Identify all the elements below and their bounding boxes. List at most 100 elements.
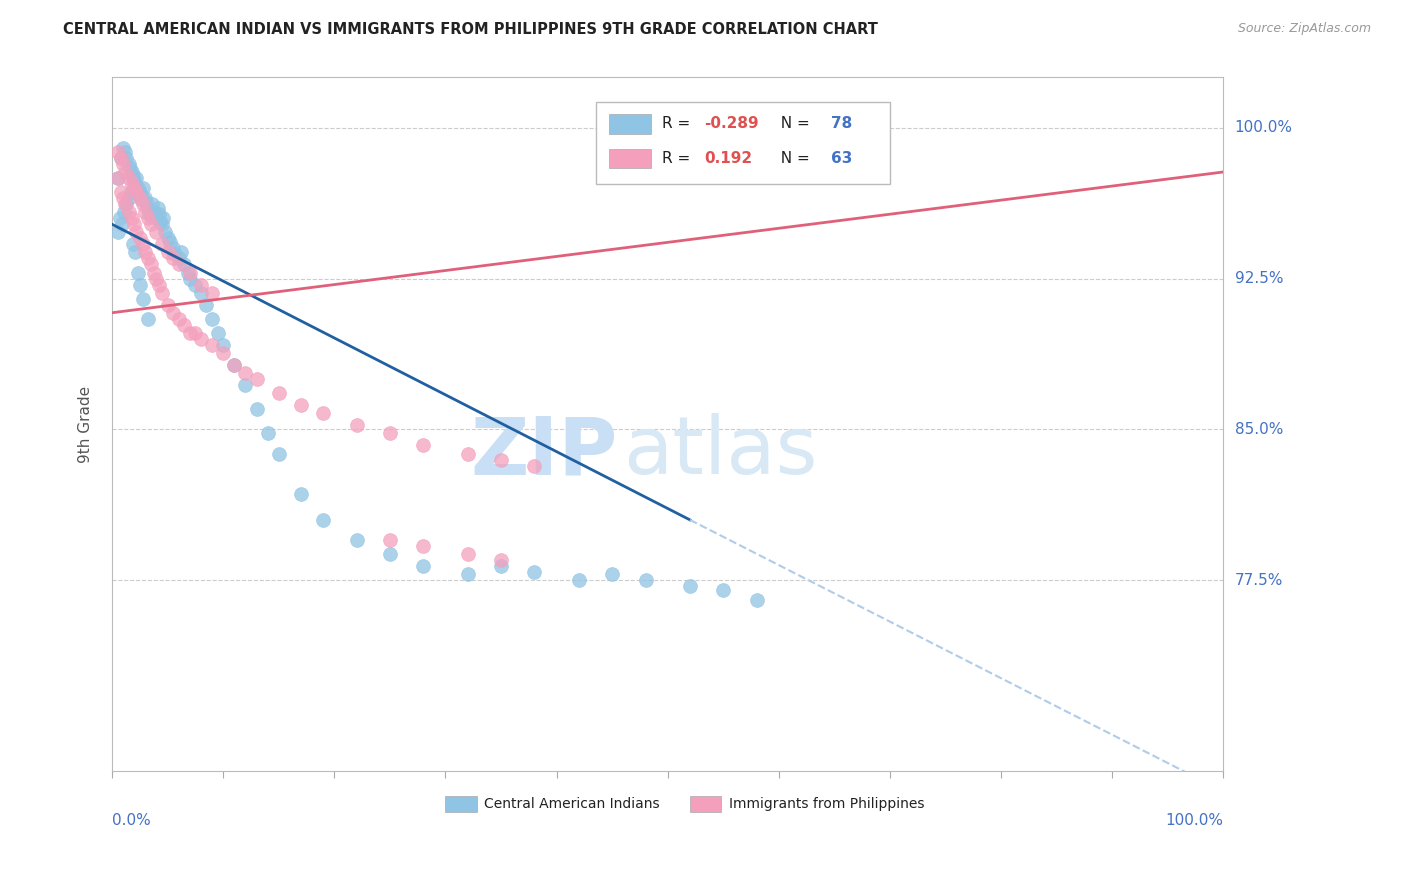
Point [118, 171, 141, 186]
Point [145, 211, 167, 226]
Point [711, 583, 734, 598]
Point [134, 205, 156, 219]
Text: CENTRAL AMERICAN INDIAN VS IMMIGRANTS FROM PHILIPPINES 9TH GRADE CORRELATION CHA: CENTRAL AMERICAN INDIAN VS IMMIGRANTS FR… [63, 22, 879, 37]
Point [134, 191, 156, 205]
Point [148, 277, 170, 292]
Point [124, 177, 146, 191]
Point [132, 181, 155, 195]
Point [107, 145, 129, 159]
Point [128, 231, 150, 245]
Text: 77.5%: 77.5% [1234, 573, 1282, 588]
Text: Immigrants from Philippines: Immigrants from Philippines [728, 797, 924, 811]
Point [127, 266, 149, 280]
Point [132, 237, 155, 252]
Point [136, 252, 159, 266]
Point [107, 225, 129, 239]
Point [224, 358, 246, 372]
Bar [446, 797, 477, 812]
Point [110, 151, 132, 165]
Point [115, 151, 138, 165]
Text: 92.5%: 92.5% [1234, 271, 1284, 286]
Point [150, 285, 173, 300]
Text: Source: ZipAtlas.com: Source: ZipAtlas.com [1237, 22, 1371, 36]
Point [132, 292, 155, 306]
Point [111, 217, 134, 231]
Point [121, 177, 143, 191]
Point [346, 533, 368, 547]
Point [312, 406, 335, 420]
Point [122, 217, 145, 231]
Bar [609, 114, 651, 134]
Point [745, 593, 768, 607]
Text: 0.192: 0.192 [704, 151, 752, 166]
Point [600, 567, 623, 582]
Point [235, 366, 257, 380]
Point [201, 338, 224, 352]
Text: Central American Indians: Central American Indians [484, 797, 659, 811]
Point [136, 211, 159, 226]
Text: N =: N = [770, 151, 814, 166]
Point [176, 266, 198, 280]
Point [159, 235, 181, 250]
Point [190, 332, 212, 346]
Point [110, 185, 132, 199]
Point [179, 266, 201, 280]
Text: 78: 78 [831, 117, 852, 131]
Point [146, 201, 169, 215]
Point [162, 252, 184, 266]
Point [201, 311, 224, 326]
Point [457, 567, 479, 582]
Bar [690, 797, 721, 812]
Point [129, 189, 152, 203]
Point [167, 252, 190, 266]
Point [145, 225, 167, 239]
Point [162, 306, 184, 320]
Point [139, 209, 162, 223]
Point [184, 326, 207, 340]
Point [115, 197, 138, 211]
Point [125, 185, 148, 199]
Point [489, 559, 512, 574]
Text: 63: 63 [831, 151, 852, 166]
Point [149, 215, 172, 229]
Point [457, 446, 479, 460]
Point [122, 173, 145, 187]
Point [143, 266, 166, 280]
Text: atlas: atlas [623, 413, 818, 491]
Text: 100.0%: 100.0% [1234, 120, 1292, 136]
Point [167, 257, 190, 271]
Text: -0.289: -0.289 [704, 117, 759, 131]
Point [212, 338, 235, 352]
Point [489, 553, 512, 567]
Point [378, 426, 401, 441]
Point [131, 193, 153, 207]
Point [312, 513, 335, 527]
Text: R =: R = [662, 117, 696, 131]
Point [152, 211, 174, 226]
Point [195, 298, 218, 312]
Point [165, 247, 187, 261]
Point [145, 271, 167, 285]
Point [568, 573, 591, 587]
Point [124, 245, 146, 260]
Point [112, 191, 135, 205]
Point [107, 171, 129, 186]
Point [267, 386, 290, 401]
Point [173, 318, 195, 332]
Point [136, 201, 159, 215]
Point [108, 211, 131, 226]
Point [150, 217, 173, 231]
Point [207, 326, 229, 340]
Point [138, 205, 160, 219]
Point [412, 438, 434, 452]
Point [179, 271, 201, 285]
Point [179, 326, 201, 340]
Point [122, 181, 145, 195]
Point [135, 195, 157, 210]
Point [128, 277, 150, 292]
Point [112, 205, 135, 219]
Point [190, 277, 212, 292]
Point [118, 161, 141, 175]
Point [128, 191, 150, 205]
Y-axis label: 9th Grade: 9th Grade [79, 386, 93, 463]
